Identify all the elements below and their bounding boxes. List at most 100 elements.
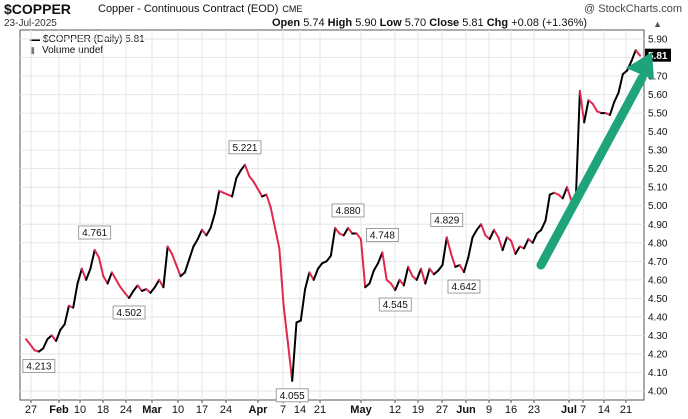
y-tick-label: 4.40 <box>648 312 668 323</box>
data-label-box <box>22 359 56 373</box>
x-tick-label: 14 <box>598 404 610 416</box>
x-tick-label: Mar <box>142 404 162 416</box>
y-tick-label: 5.40 <box>648 127 668 138</box>
price-segment <box>269 206 277 229</box>
price-segment <box>239 163 246 172</box>
data-label-box <box>447 279 481 294</box>
instrument-name: Copper - Continuous Contract (EOD) CME <box>98 3 302 15</box>
x-tick-label: 9 <box>486 404 492 416</box>
x-tick-label: Jul <box>561 404 577 416</box>
x-tick-label: 10 <box>74 404 86 416</box>
price-segment <box>102 275 109 285</box>
chart-symbol: $COPPER <box>4 1 71 17</box>
price-segment <box>50 334 58 342</box>
x-tick-label: 27 <box>436 404 448 416</box>
price-segment <box>63 304 70 326</box>
price-segment <box>278 247 285 307</box>
data-label: 4.880 <box>336 206 361 217</box>
price-segment <box>480 223 487 237</box>
price-segment <box>209 212 216 229</box>
x-tick-label: 21 <box>314 404 326 416</box>
price-segment <box>626 60 633 72</box>
change-label: Chg <box>486 17 509 29</box>
price-segment <box>467 236 474 259</box>
price-segment <box>458 264 465 274</box>
data-label-box <box>331 203 365 218</box>
price-segment <box>162 245 169 289</box>
price-segment <box>312 267 319 281</box>
x-tick-label: 18 <box>97 404 109 416</box>
price-segment <box>149 286 156 294</box>
price-segment <box>583 99 590 124</box>
price-segment <box>119 286 126 294</box>
data-label: 4.055 <box>280 391 305 402</box>
price-segment <box>299 288 307 322</box>
last-value-label: 5.81 <box>648 51 668 62</box>
x-tick-label: 23 <box>528 404 540 416</box>
price-segment <box>355 232 362 241</box>
price-segment <box>192 238 199 248</box>
price-segment <box>205 226 212 237</box>
price-segment <box>153 278 161 289</box>
price-segment <box>437 264 444 272</box>
y-tick-label: 5.20 <box>648 164 668 175</box>
y-tick-label: 4.90 <box>648 220 668 231</box>
price-segment <box>566 186 573 202</box>
y-tick-label: 4.00 <box>648 387 668 398</box>
data-label-box <box>275 388 309 403</box>
price-segment <box>55 328 62 342</box>
price-segment <box>420 267 427 285</box>
price-segment <box>510 239 517 255</box>
data-label-box <box>430 213 464 227</box>
price-segment <box>428 267 435 276</box>
y-tick-label: 4.30 <box>648 331 668 342</box>
x-tick-label: 24 <box>120 404 132 416</box>
price-segment <box>630 49 637 63</box>
price-segment <box>170 252 178 267</box>
instrument-title: Copper - Continuous Contract (EOD) <box>98 3 279 15</box>
x-tick-label: 12 <box>389 404 401 416</box>
price-segment <box>488 228 496 241</box>
brand-logo[interactable]: @ StockCharts.com <box>584 3 682 15</box>
chart-date: 23-Jul-2025 <box>4 18 57 29</box>
plot-frame <box>19 29 645 401</box>
price-segment <box>183 258 191 274</box>
price-segment <box>389 282 397 292</box>
price-segment <box>402 265 410 287</box>
price-segment <box>282 304 289 344</box>
price-segment <box>132 284 139 292</box>
price-segment <box>243 163 251 178</box>
price-segment <box>359 238 367 289</box>
price-segment <box>201 228 208 237</box>
data-label: 5.221 <box>232 143 257 154</box>
price-segment <box>29 343 36 352</box>
price-segment <box>523 238 530 250</box>
data-label-box <box>378 297 412 312</box>
data-label: 4.761 <box>82 228 107 239</box>
price-segment <box>59 323 66 331</box>
data-label: 4.642 <box>451 282 476 293</box>
exchange-label: CME <box>282 4 303 14</box>
price-segment <box>497 236 504 252</box>
price-segment <box>42 338 49 350</box>
close-label: Close <box>429 17 460 29</box>
y-tick-label: 5.90 <box>648 35 668 46</box>
price-segment <box>304 271 311 291</box>
price-segment <box>248 175 255 183</box>
data-label-box <box>365 228 399 242</box>
price-segment <box>415 267 423 281</box>
price-segment <box>450 252 457 268</box>
open-label: Open <box>272 17 301 29</box>
price-segment <box>72 282 79 309</box>
x-tick-label: 19 <box>412 404 424 416</box>
price-segment <box>394 278 401 292</box>
legend-volume-label: Volume undef <box>42 45 104 56</box>
data-label: 4.502 <box>117 308 142 319</box>
data-label: 4.748 <box>370 230 395 241</box>
x-tick-label: Jun <box>456 404 476 416</box>
price-segment <box>462 256 470 274</box>
x-tick-label: 17 <box>196 404 208 416</box>
x-tick-label: 14 <box>294 404 306 416</box>
price-segment <box>591 102 599 113</box>
